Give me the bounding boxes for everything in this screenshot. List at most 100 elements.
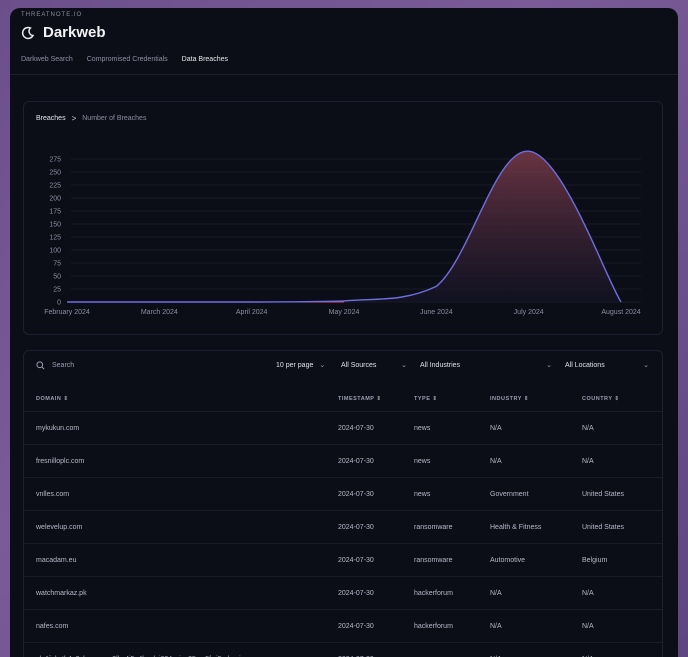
cell-industry: N/A — [489, 444, 581, 478]
table-row[interactable]: xlv4jjckytb4g3ckwemcny3lhv4i5p4lqzdpi624… — [24, 642, 662, 657]
table-row[interactable]: nafes.com 2024-07-30 hackerforum N/A N/A — [24, 609, 662, 643]
column-header-timestamp[interactable]: TIMESTAMP ⇕ — [338, 396, 382, 402]
column-header-industry[interactable]: INDUSTRY ⇕ — [490, 396, 529, 402]
moon-icon — [21, 26, 35, 39]
page-header: Darkweb — [21, 24, 106, 41]
cell-country: N/A — [581, 642, 662, 657]
tab-data-breaches[interactable]: Data Breaches — [181, 56, 228, 63]
table-row[interactable]: mykukun.com 2024-07-30 news N/A N/A — [24, 411, 662, 445]
cell-type: news — [413, 411, 489, 445]
tab-bar: Darkweb Search Compromised Credentials D… — [21, 56, 228, 63]
cell-domain: watchmarkaz.pk — [24, 576, 337, 610]
cell-timestamp: 2024-07-30 — [337, 411, 413, 445]
cell-domain: xlv4jjckytb4g3ckwemcny3lhv4i5p4lqzdpi624… — [24, 642, 337, 657]
cell-industry: Health & Fitness — [489, 510, 581, 544]
y-tick-label: 150 — [49, 222, 61, 229]
cell-domain: mykukun.com — [24, 411, 337, 445]
y-tick-label: 100 — [49, 248, 61, 255]
cell-timestamp: 2024-07-30 — [337, 576, 413, 610]
x-tick-label: March 2024 — [141, 309, 178, 316]
chevron-down-icon: ⌄ — [546, 362, 552, 369]
table-row[interactable]: macadam.eu 2024-07-30 ransomware Automotive… — [24, 543, 662, 577]
y-tick-label: 175 — [49, 209, 61, 216]
table-row[interactable]: fresnilloplc.com 2024-07-30 news N/A N/A — [24, 444, 662, 478]
breadcrumb-sub: Number of Breaches — [82, 115, 147, 122]
table-toolbar: Search 10 per page ⌄ All Sources ⌄ All I… — [24, 361, 662, 377]
cell-country: United States — [581, 510, 662, 544]
page-title: Darkweb — [43, 24, 106, 41]
cell-timestamp: 2024-07-30 — [337, 543, 413, 577]
y-tick-label: 200 — [49, 196, 61, 203]
breaches-table-card: Search 10 per page ⌄ All Sources ⌄ All I… — [23, 350, 663, 657]
cell-industry: N/A — [489, 642, 581, 657]
sources-select[interactable]: All Sources ⌄ — [341, 361, 407, 370]
cell-domain: welevelup.com — [24, 510, 337, 544]
cell-timestamp: 2024-07-30 — [337, 510, 413, 544]
y-tick-label: 0 — [57, 300, 61, 307]
cell-domain: macadam.eu — [24, 543, 337, 577]
locations-value: All Locations — [565, 361, 605, 369]
tab-compromised-credentials[interactable]: Compromised Credentials — [86, 56, 168, 63]
y-tick-label: 75 — [53, 261, 61, 268]
search-icon — [36, 361, 45, 370]
cell-industry: N/A — [489, 411, 581, 445]
cell-type: ransomware — [413, 543, 489, 577]
cell-type: news — [413, 444, 489, 478]
x-tick-label: April 2024 — [236, 309, 268, 316]
cell-domain: fresnilloplc.com — [24, 444, 337, 478]
cell-industry: Government — [489, 477, 581, 511]
x-tick-label: June 2024 — [420, 309, 453, 316]
cell-timestamp: 2024-07-30 — [337, 477, 413, 511]
breadcrumb-current[interactable]: Breaches — [36, 115, 66, 122]
cell-country: United States — [581, 477, 662, 511]
industries-value: All Industries — [420, 361, 461, 369]
column-header-country[interactable]: COUNTRY ⇕ — [582, 396, 620, 402]
table-row[interactable]: welevelup.com 2024-07-30 ransomware Health … — [24, 510, 662, 544]
column-header-type[interactable]: TYPE ⇕ — [414, 396, 438, 402]
cell-country: N/A — [581, 444, 662, 478]
chevron-down-icon: ⌄ — [319, 362, 326, 369]
per-page-value: 10 per page — [276, 361, 314, 369]
series-line — [67, 150, 622, 303]
x-tick-label: July 2024 — [514, 309, 544, 316]
x-tick-label: August 2024 — [601, 309, 640, 316]
cell-industry: N/A — [489, 576, 581, 610]
y-tick-label: 125 — [49, 235, 61, 242]
chevron-down-icon: ⌄ — [643, 362, 649, 369]
cell-country: N/A — [581, 609, 662, 643]
cell-industry: N/A — [489, 609, 581, 643]
locations-select[interactable]: All Locations ⌄ — [565, 361, 649, 370]
table-header-row: DOMAIN ⇕ TIMESTAMP ⇕ TYPE ⇕ INDUSTRY ⇕ C… — [24, 387, 662, 412]
cell-industry: Automotive — [489, 543, 581, 577]
cell-country: Belgium — [581, 543, 662, 577]
cell-type: hackerforum — [413, 576, 489, 610]
breaches-table: DOMAIN ⇕ TIMESTAMP ⇕ TYPE ⇕ INDUSTRY ⇕ C… — [24, 387, 662, 657]
cell-type: ransomware — [413, 510, 489, 544]
y-tick-label: 50 — [53, 274, 61, 281]
search-input[interactable]: Search — [52, 362, 75, 369]
header-divider — [10, 74, 678, 75]
cell-type: hackerforum — [413, 609, 489, 643]
breaches-chart-card: Breaches > Number of Breaches 0 25 50 75 100… — [23, 101, 663, 335]
y-tick-label: 225 — [49, 183, 61, 190]
y-tick-label: 275 — [49, 157, 61, 164]
breaches-area-chart: 0 25 50 75 100 125 150 175 200 225 250 275 February … — [44, 150, 641, 316]
sources-value: All Sources — [341, 361, 377, 369]
per-page-select[interactable]: 10 per page ⌄ — [276, 361, 326, 370]
cell-country: N/A — [581, 411, 662, 445]
cell-timestamp: 2024-07-30 — [337, 444, 413, 478]
breadcrumb: Breaches > Number of Breaches — [36, 114, 146, 123]
x-tick-label: May 2024 — [329, 309, 360, 316]
tab-darkweb-search[interactable]: Darkweb Search — [21, 56, 73, 63]
column-header-domain[interactable]: DOMAIN ⇕ — [36, 396, 69, 402]
table-row[interactable]: watchmarkaz.pk 2024-07-30 hackerforum N/A N/… — [24, 576, 662, 610]
cell-type: news — [413, 642, 489, 657]
industries-select[interactable]: All Industries ⌄ — [420, 361, 552, 370]
cell-timestamp: 2024-07-30 — [337, 642, 413, 657]
table-row[interactable]: vnlles.com 2024-07-30 news Government United… — [24, 477, 662, 511]
y-tick-label: 25 — [53, 287, 61, 294]
y-tick-label: 250 — [49, 170, 61, 177]
chevron-right-icon: > — [71, 114, 77, 123]
search-box[interactable]: Search — [36, 361, 74, 370]
brand-label: THREATNOTE.IO — [21, 12, 83, 18]
